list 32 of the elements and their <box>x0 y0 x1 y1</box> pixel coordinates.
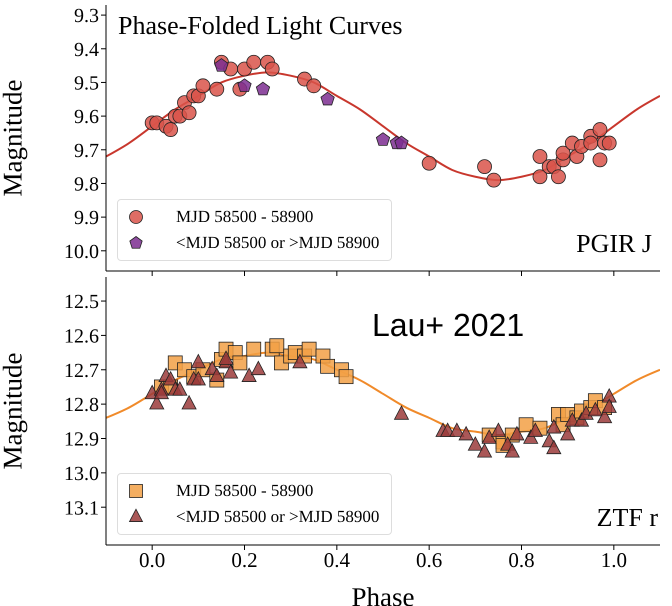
y-tick-label: 9.4 <box>74 38 99 61</box>
legend-label: MJD 58500 - 58900 <box>176 481 314 501</box>
x-tick-label: 0.0 <box>139 548 166 572</box>
x-tick-label: 0.2 <box>231 548 258 572</box>
x-tick-label: 0.8 <box>508 548 535 572</box>
y-tick-label: 12.9 <box>64 428 99 451</box>
x-axis-title: Phase <box>352 582 415 606</box>
annotation: Lau+ 2021 <box>372 307 524 344</box>
y-tick-label: 12.7 <box>64 360 99 382</box>
y-tick-label: 9.7 <box>74 140 99 162</box>
y-tick-label: 9.6 <box>74 106 99 128</box>
legend-label: <MJD 58500 or >MJD 58900 <box>176 507 380 527</box>
y-tick-label: 10.0 <box>64 240 99 263</box>
y-tick-label: 12.5 <box>64 291 99 314</box>
y-tick-label: 12.8 <box>64 394 99 416</box>
y-axis-title: Magnitude <box>0 352 28 470</box>
y-tick-label: 13.0 <box>64 462 99 485</box>
y-tick-label: 9.8 <box>74 174 99 196</box>
annotation: ZTF r <box>596 503 658 533</box>
x-tick-label: 0.4 <box>324 548 350 572</box>
x-tick-label: 1.0 <box>600 548 627 572</box>
y-axis-title: Magnitude <box>0 80 28 196</box>
x-tick-label: 0.6 <box>416 548 442 572</box>
legend-label: MJD 58500 - 58900 <box>176 207 314 227</box>
annotation: PGIR J <box>576 229 652 259</box>
y-tick-label: 13.1 <box>64 497 99 520</box>
y-tick-label: 9.5 <box>74 72 99 95</box>
y-tick-label: 9.3 <box>74 5 99 28</box>
y-tick-label: 12.6 <box>64 326 99 348</box>
chart-title: Phase-Folded Light Curves <box>118 11 403 41</box>
legend-label: <MJD 58500 or >MJD 58900 <box>176 233 380 253</box>
y-tick-label: 9.9 <box>74 207 99 230</box>
